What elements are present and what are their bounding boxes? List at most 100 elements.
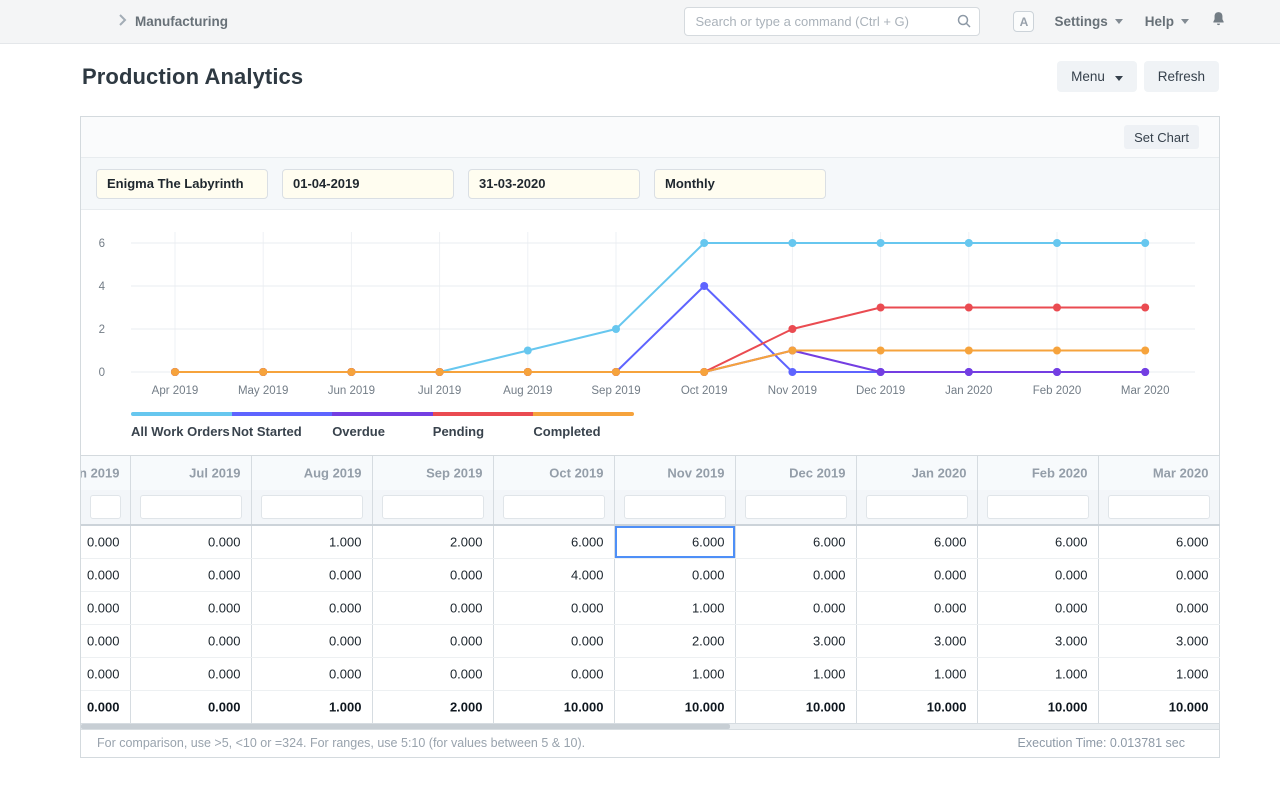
table-cell[interactable]: 6.000 xyxy=(493,525,614,558)
scrollbar-thumb[interactable] xyxy=(81,724,730,729)
table-cell[interactable]: 0.000 xyxy=(81,591,130,624)
table-cell[interactable]: 2.000 xyxy=(614,624,735,657)
total-cell[interactable]: 10.000 xyxy=(614,690,735,723)
table-cell[interactable]: 0.000 xyxy=(856,558,977,591)
help-menu[interactable]: Help xyxy=(1145,14,1189,29)
table-cell[interactable]: 3.000 xyxy=(856,624,977,657)
table-cell[interactable]: 6.000 xyxy=(977,525,1098,558)
table-cell[interactable]: 1.000 xyxy=(614,591,735,624)
total-cell[interactable]: 1.000 xyxy=(251,690,372,723)
table-cell[interactable]: 0.000 xyxy=(493,657,614,690)
total-cell[interactable]: 10.000 xyxy=(856,690,977,723)
column-header[interactable]: Aug 2019 xyxy=(251,456,372,490)
global-search-input[interactable] xyxy=(684,7,980,36)
data-point xyxy=(1141,239,1149,247)
table-cell[interactable]: 0.000 xyxy=(130,525,251,558)
table-cell[interactable]: 0.000 xyxy=(251,558,372,591)
table-cell[interactable]: 0.000 xyxy=(493,624,614,657)
column-filter-input[interactable] xyxy=(90,495,121,519)
menu-button[interactable]: Menu xyxy=(1057,61,1137,92)
table-cell[interactable]: 0.000 xyxy=(735,591,856,624)
table-cell[interactable]: 3.000 xyxy=(977,624,1098,657)
column-filter-cell xyxy=(735,490,856,525)
total-cell[interactable]: 0.000 xyxy=(81,690,130,723)
filter-from-date[interactable] xyxy=(282,169,454,199)
column-header[interactable]: Jul 2019 xyxy=(130,456,251,490)
table-cell[interactable]: 0.000 xyxy=(81,525,130,558)
table-cell[interactable]: 0.000 xyxy=(1098,591,1219,624)
column-header[interactable]: Dec 2019 xyxy=(735,456,856,490)
table-cell[interactable]: 1.000 xyxy=(856,657,977,690)
column-filter-input[interactable] xyxy=(745,495,847,519)
table-cell[interactable]: 0.000 xyxy=(251,624,372,657)
total-cell[interactable]: 0.000 xyxy=(130,690,251,723)
table-cell[interactable]: 0.000 xyxy=(977,558,1098,591)
table-cell[interactable]: 0.000 xyxy=(81,624,130,657)
table-cell[interactable]: 1.000 xyxy=(614,657,735,690)
table-cell[interactable]: 0.000 xyxy=(251,657,372,690)
table-cell[interactable]: 0.000 xyxy=(977,591,1098,624)
table-cell[interactable]: 0.000 xyxy=(251,591,372,624)
table-cell[interactable]: 0.000 xyxy=(81,657,130,690)
total-cell[interactable]: 10.000 xyxy=(1098,690,1219,723)
table-cell[interactable]: 0.000 xyxy=(735,558,856,591)
total-cell[interactable]: 10.000 xyxy=(735,690,856,723)
column-filter-input[interactable] xyxy=(866,495,968,519)
table-horizontal-scrollbar[interactable] xyxy=(81,724,1219,729)
table-cell[interactable]: 0.000 xyxy=(372,657,493,690)
column-header[interactable]: Feb 2020 xyxy=(977,456,1098,490)
column-filter-input[interactable] xyxy=(624,495,726,519)
filter-to-date[interactable] xyxy=(468,169,640,199)
refresh-button[interactable]: Refresh xyxy=(1144,61,1219,92)
breadcrumb[interactable]: Manufacturing xyxy=(118,13,228,31)
table-cell[interactable]: 6.000 xyxy=(735,525,856,558)
column-header[interactable]: Sep 2019 xyxy=(372,456,493,490)
table-cell[interactable]: 0.000 xyxy=(372,591,493,624)
column-header[interactable]: Jun 2019 xyxy=(81,456,130,490)
column-filter-input[interactable] xyxy=(261,495,363,519)
table-cell[interactable]: 6.000 xyxy=(1098,525,1219,558)
table-cell[interactable]: 1.000 xyxy=(251,525,372,558)
filter-production-item[interactable] xyxy=(96,169,268,199)
data-point xyxy=(612,368,620,376)
column-filter-input[interactable] xyxy=(1108,495,1210,519)
analytics-line-chart[interactable]: 0246Apr 2019May 2019Jun 2019Jul 2019Aug … xyxy=(81,210,1219,406)
table-cell[interactable]: 1.000 xyxy=(1098,657,1219,690)
column-filter-input[interactable] xyxy=(140,495,242,519)
table-cell[interactable]: 3.000 xyxy=(735,624,856,657)
table-cell[interactable]: 4.000 xyxy=(493,558,614,591)
table-cell[interactable]: 0.000 xyxy=(130,624,251,657)
notifications-bell-icon[interactable] xyxy=(1211,11,1226,32)
column-header[interactable]: Mar 2020 xyxy=(1098,456,1219,490)
selected-cell[interactable]: 6.000 xyxy=(614,525,735,558)
table-cell[interactable]: 1.000 xyxy=(977,657,1098,690)
column-filter-input[interactable] xyxy=(503,495,605,519)
column-header[interactable]: Nov 2019 xyxy=(614,456,735,490)
total-cell[interactable]: 2.000 xyxy=(372,690,493,723)
table-cell[interactable]: 0.000 xyxy=(130,657,251,690)
user-avatar[interactable]: A xyxy=(1013,11,1034,32)
table-cell[interactable]: 1.000 xyxy=(735,657,856,690)
total-cell[interactable]: 10.000 xyxy=(977,690,1098,723)
table-cell[interactable]: 0.000 xyxy=(372,624,493,657)
table-cell[interactable]: 0.000 xyxy=(130,591,251,624)
table-cell[interactable]: 0.000 xyxy=(493,591,614,624)
table-cell[interactable]: 0.000 xyxy=(1098,558,1219,591)
table-cell[interactable]: 0.000 xyxy=(130,558,251,591)
column-filter-input[interactable] xyxy=(382,495,484,519)
filter-range[interactable] xyxy=(654,169,826,199)
settings-menu[interactable]: Settings xyxy=(1054,14,1122,29)
table-cell[interactable]: 0.000 xyxy=(614,558,735,591)
table-cell[interactable]: 3.000 xyxy=(1098,624,1219,657)
breadcrumb-manufacturing[interactable]: Manufacturing xyxy=(135,14,228,29)
column-filter-input[interactable] xyxy=(987,495,1089,519)
table-cell[interactable]: 2.000 xyxy=(372,525,493,558)
set-chart-button[interactable]: Set Chart xyxy=(1124,125,1199,149)
table-cell[interactable]: 0.000 xyxy=(81,558,130,591)
total-cell[interactable]: 10.000 xyxy=(493,690,614,723)
table-cell[interactable]: 0.000 xyxy=(372,558,493,591)
table-cell[interactable]: 6.000 xyxy=(856,525,977,558)
column-header[interactable]: Jan 2020 xyxy=(856,456,977,490)
column-header[interactable]: Oct 2019 xyxy=(493,456,614,490)
table-cell[interactable]: 0.000 xyxy=(856,591,977,624)
